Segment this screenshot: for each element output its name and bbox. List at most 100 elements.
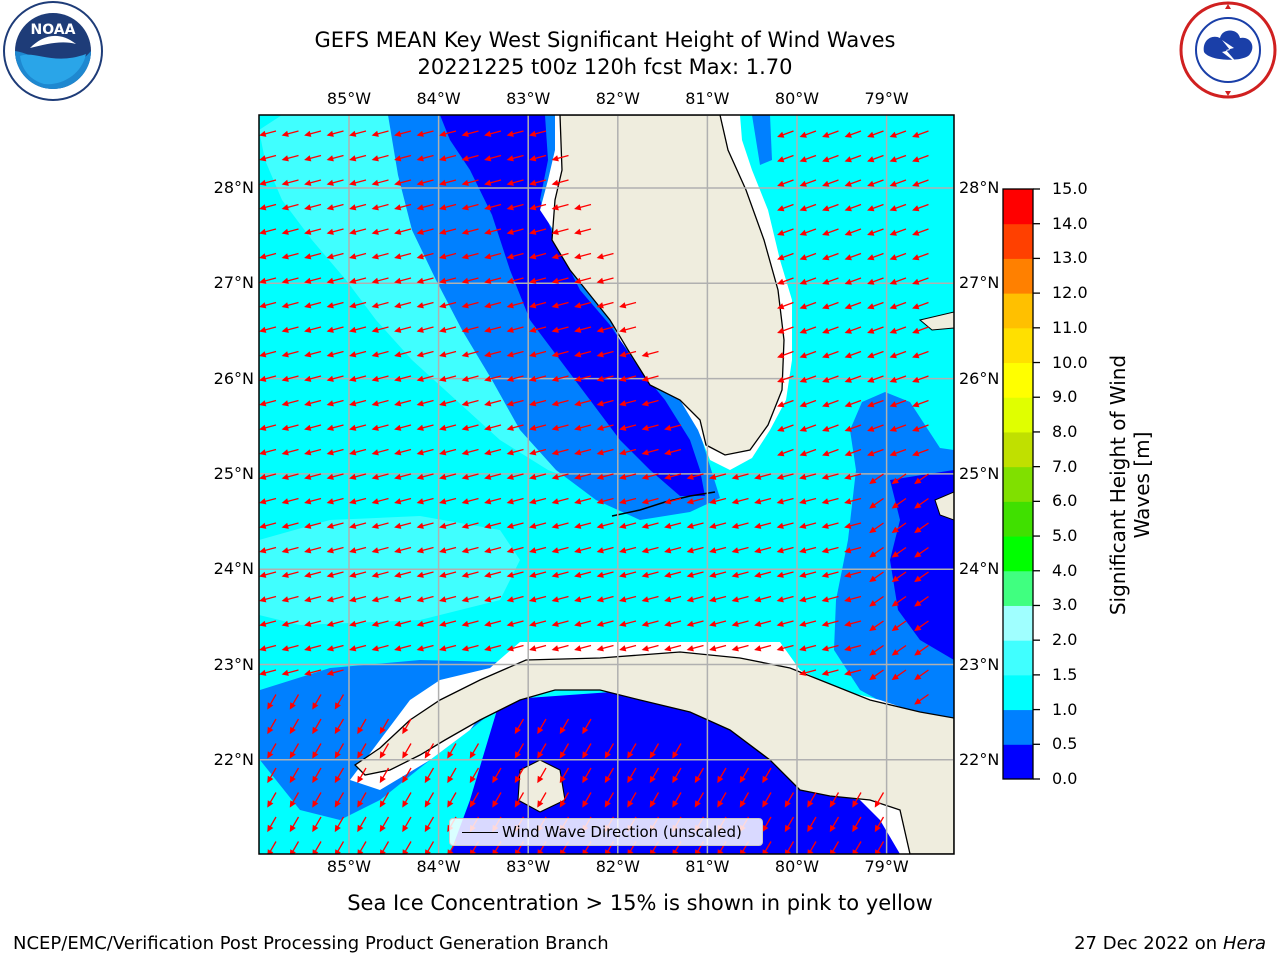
- wave-arrow-head: [869, 600, 877, 607]
- wave-arrow-head: [649, 800, 656, 808]
- wave-arrow-head: [619, 571, 627, 578]
- wave-arrow-head: [754, 571, 762, 578]
- wave-arrow-head: [304, 473, 312, 480]
- wave-arrow-head: [889, 156, 897, 163]
- colorbar-tick-label: 9.0: [1052, 387, 1078, 407]
- wave-arrow-head: [777, 254, 785, 261]
- wave-arrow-head: [551, 351, 559, 358]
- wave-arrow-head: [416, 253, 424, 260]
- sea-1.5-2.0-fill-south: [259, 516, 520, 625]
- wave-arrow-head: [439, 620, 447, 627]
- wave-arrow-head: [259, 253, 267, 260]
- wave-arrow-head: [461, 498, 469, 505]
- wave-arrow-head: [889, 229, 897, 236]
- wave-arrow-head: [559, 800, 566, 808]
- colorbar-tick-label: 1.5: [1052, 664, 1078, 684]
- wave-arrow-head: [731, 473, 739, 480]
- wave-arrow-head: [619, 498, 627, 505]
- wave-arrow-head: [822, 450, 830, 457]
- wave-arrow-head: [506, 645, 514, 652]
- wave-arrow-head: [394, 522, 402, 529]
- wave-arrow-head: [777, 278, 785, 285]
- wave-arrow-head: [664, 645, 672, 652]
- axis-tick-label: 80°W: [774, 89, 820, 108]
- wave-arrow-head: [874, 800, 881, 808]
- wave-arrow-head: [776, 522, 784, 529]
- wave-arrow-head: [551, 155, 559, 162]
- wave-arrow-head: [484, 424, 492, 431]
- wave-arrow-head: [379, 726, 386, 735]
- wave-arrow-head: [371, 302, 379, 309]
- axis-tick-label: 26°N: [213, 368, 254, 388]
- wave-arrow-head: [312, 775, 319, 784]
- wave-arrow-head: [664, 571, 672, 578]
- wave-arrow-head: [619, 596, 627, 603]
- wave-arrow-head: [889, 327, 897, 334]
- wave-arrow-head: [281, 522, 289, 529]
- wave-arrow-head: [289, 751, 296, 759]
- wave-arrow-head: [371, 228, 379, 235]
- colorbar-tick-label: 8.0: [1052, 421, 1078, 441]
- wave-arrow-head: [281, 179, 289, 186]
- colorbar: [1003, 189, 1033, 780]
- wave-arrow-head: [439, 155, 447, 162]
- wave-arrow-head: [551, 302, 559, 309]
- wave-arrow-head: [506, 155, 514, 162]
- wave-arrow-head: [867, 450, 875, 457]
- wave-arrow-head: [574, 400, 582, 407]
- wave-arrow-head: [574, 375, 582, 382]
- wave-arrow-head: [326, 449, 334, 456]
- wave-arrow-head: [371, 204, 379, 211]
- wave-arrow-head: [379, 751, 386, 759]
- wave-arrow-head: [349, 596, 357, 603]
- wave-arrow-head: [259, 645, 267, 652]
- colorbar-segment: [1003, 536, 1033, 572]
- wave-arrow-head: [844, 254, 852, 261]
- chart-subtitle: 20221225 t00z 120h fcst Max: 1.70: [417, 55, 793, 79]
- wave-arrow-head: [891, 673, 899, 681]
- wave-arrow-head: [869, 575, 877, 583]
- wave-arrow-head: [821, 473, 829, 480]
- axis-tick-label: 82°W: [595, 89, 640, 108]
- colorbar-tick-label: 3.0: [1052, 595, 1078, 615]
- wave-arrow-head: [439, 228, 447, 235]
- wave-arrow-head: [912, 425, 920, 432]
- wave-arrow-head: [844, 278, 852, 285]
- wave-arrow-head: [914, 551, 922, 558]
- wave-arrow-head: [551, 571, 559, 578]
- wave-arrow-head: [627, 775, 634, 784]
- wave-arrow-head: [371, 351, 379, 358]
- axis-tick-label: 81°W: [685, 89, 730, 108]
- wave-arrow-head: [537, 751, 544, 759]
- wave-arrow-head: [874, 824, 881, 833]
- wave-arrow-head: [349, 571, 357, 578]
- wave-arrow-head: [739, 775, 746, 784]
- wave-arrow-head: [484, 645, 492, 652]
- wave-arrow-head: [619, 326, 627, 333]
- wave-arrow-head: [912, 327, 920, 334]
- wave-arrow-head: [799, 180, 807, 187]
- wave-arrow-head: [281, 424, 289, 431]
- wave-arrow-head: [506, 498, 514, 505]
- wave-arrow-head: [641, 620, 649, 627]
- wave-arrow-head: [912, 254, 920, 261]
- wave-arrow-head: [394, 424, 402, 431]
- wave-arrow-head: [912, 229, 920, 236]
- wave-arrow-head: [304, 424, 312, 431]
- wave-arrow-head: [821, 498, 829, 505]
- wave-arrow-head: [416, 596, 424, 603]
- wave-arrow-head: [349, 130, 357, 137]
- wave-arrow-head: [844, 376, 852, 383]
- wave-arrow-head: [694, 800, 701, 808]
- wave-arrow-head: [574, 473, 582, 480]
- wave-arrow-head: [394, 155, 402, 162]
- wave-arrow-head: [619, 400, 627, 407]
- wave-arrow-head: [869, 526, 877, 534]
- wave-arrow-head: [551, 620, 559, 627]
- wave-arrow-head: [867, 278, 875, 285]
- wave-arrow-head: [912, 450, 920, 457]
- wave-arrow-head: [529, 375, 537, 382]
- wave-arrow-head: [371, 522, 379, 529]
- wave-arrow-head: [574, 253, 582, 260]
- wave-arrow-head: [529, 302, 537, 309]
